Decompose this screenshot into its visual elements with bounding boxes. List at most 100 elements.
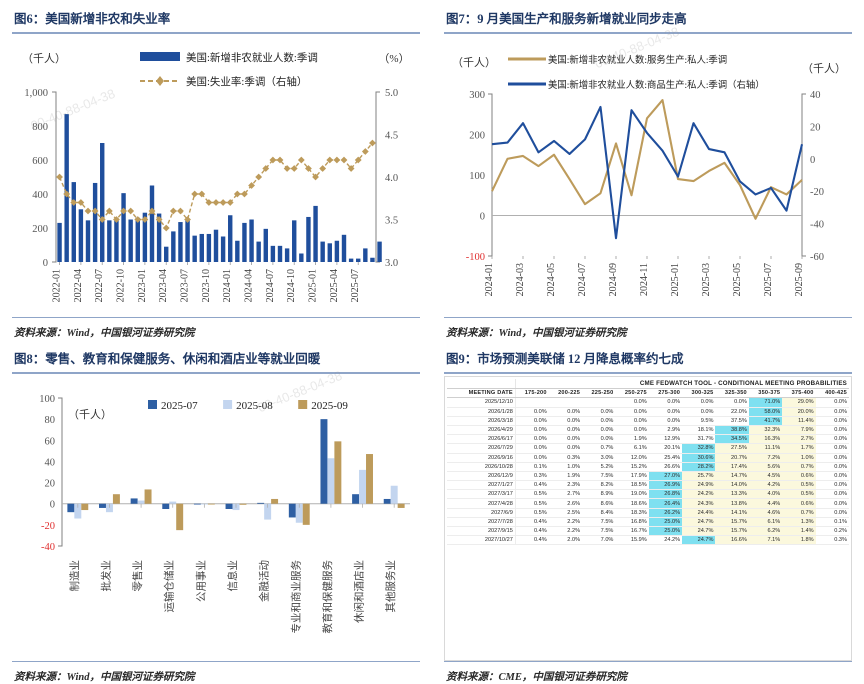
col-header-rate-range: 175-200 <box>515 388 549 399</box>
cell-probability: 1.3% <box>782 517 816 528</box>
col-header-meeting-date: MEETING DATE <box>447 388 516 399</box>
col-header-rate-range: 300-325 <box>682 388 716 399</box>
svg-text:2025-09: 2025-09 <box>311 400 348 412</box>
svg-text:0: 0 <box>50 500 55 511</box>
col-header-rate-range: 325-350 <box>715 388 749 399</box>
svg-text:300: 300 <box>469 90 485 101</box>
cell-probability: 0.1% <box>515 462 549 472</box>
table-row[interactable]: 2026/3/18 0.0% 0.0% 0.0% 0.0% 0.0% 9.5% 37.5% 41… <box>447 416 849 426</box>
cell-probability: 0.0% <box>648 416 683 426</box>
cell-probability: 12.9% <box>648 434 683 445</box>
cell-meeting-date: 2026/9/16 <box>447 453 516 463</box>
svg-text:800: 800 <box>32 122 48 133</box>
cell-probability: 0.0% <box>515 425 549 436</box>
cell-probability: 0.2% <box>815 526 849 537</box>
fedwatch-table-container[interactable]: CME FEDWATCH TOOL - CONDITIONAL MEETING … <box>444 376 852 661</box>
svg-text:2024-11: 2024-11 <box>639 263 650 296</box>
bar <box>128 219 133 262</box>
cell-probability: 26.2% <box>648 508 683 518</box>
bar <box>327 458 335 504</box>
figure-9-title: 图9：市场预测美联储 12 月降息概率约七成 <box>446 352 684 366</box>
figure-9-source: 资料来源：CME，中国银河证券研究院 <box>446 672 627 683</box>
bar <box>257 502 265 504</box>
table-row[interactable]: 2026/6/17 0.0% 0.0% 0.0% 1.9% 12.9% 31.7% 34.5%… <box>447 434 849 445</box>
col-header-rate-range: 225-250 <box>582 388 616 399</box>
svg-text:100: 100 <box>39 394 55 405</box>
table-row[interactable]: 2026/9/16 0.0% 0.3% 3.0% 12.0% 25.4% 30.6% 20.7… <box>447 453 849 463</box>
table-row[interactable]: 2026/4/29 0.0% 0.0% 0.0% 0.0% 2.9% 18.1% 38.8% 3… <box>447 425 849 436</box>
svg-text:4.0: 4.0 <box>385 173 398 184</box>
cell-probability: 2.0% <box>548 535 583 546</box>
svg-text:60: 60 <box>45 436 56 447</box>
bar <box>107 220 112 262</box>
cell-probability: 3.0% <box>582 453 616 463</box>
cell-probability: 20.0% <box>782 407 816 417</box>
bar <box>193 503 201 505</box>
cell-meeting-date: 2026/3/18 <box>447 416 516 426</box>
bar <box>78 209 84 262</box>
cell-probability: 13.3% <box>715 489 749 500</box>
table-row[interactable]: 2027/10/27 0.4% 2.0% 7.0% 15.9% 24.2% 24.7% 16.… <box>447 535 849 546</box>
table-row[interactable]: 2025/12/10 0.0% 0.0% 0.0% 0.0% 71.0% 29.0% 0.0% <box>447 397 849 408</box>
cell-probability: 0.0% <box>515 443 549 454</box>
svg-text:600: 600 <box>32 156 48 167</box>
bar <box>100 143 105 262</box>
bar <box>239 503 247 505</box>
svg-text:2023-01: 2023-01 <box>137 269 148 302</box>
table-row[interactable]: 2027/7/28 0.4% 2.2% 7.5% 16.8% 25.0% 24.7% 15.7… <box>447 517 849 528</box>
bar <box>356 258 361 262</box>
figure-6-title-rule <box>12 32 420 34</box>
col-header-rate-range: 250-275 <box>615 388 649 399</box>
table-row[interactable]: 2027/4/28 0.5% 2.6% 8.6% 18.6% 26.4% 24.3% 13.8… <box>447 498 849 509</box>
svg-text:（千人）: （千人） <box>452 56 496 69</box>
table-row[interactable]: 2027/9/15 0.4% 2.2% 7.5% 16.7% 25.0% 24.7% 15.7… <box>447 526 849 537</box>
svg-text:2024-07: 2024-07 <box>577 263 588 296</box>
series-line <box>491 105 804 240</box>
bar <box>288 503 296 518</box>
fedwatch-table[interactable]: CME FEDWATCH TOOL - CONDITIONAL MEETING … <box>447 379 849 546</box>
figure-9-source-rule <box>444 660 852 662</box>
table-row[interactable]: 2027/6/9 0.5% 2.5% 8.4% 18.3% 26.2% 24.4% 14.1%… <box>447 508 849 518</box>
cell-probability: 0.0% <box>515 453 549 463</box>
cell-meeting-date: 2027/3/17 <box>447 489 516 500</box>
cell-probability: 0.0% <box>815 508 849 518</box>
table-row[interactable]: 2026/10/28 0.1% 1.0% 5.2% 15.2% 26.6% 28.2% 17.… <box>447 462 849 472</box>
cell-probability: 24.9% <box>682 480 716 491</box>
svg-text:2025-01: 2025-01 <box>670 263 681 296</box>
table-body[interactable]: 2025/12/10 0.0% 0.0% 0.0% 0.0% 71.0% 29.0% 0.0%… <box>447 397 849 546</box>
bar <box>64 114 69 262</box>
bar <box>235 240 240 262</box>
svg-text:（千人）: （千人） <box>68 408 112 421</box>
cell-probability: 0.5% <box>515 508 549 518</box>
cell-probability: 18.1% <box>682 425 716 436</box>
bar <box>85 220 91 262</box>
cell-probability: 24.4% <box>682 508 716 518</box>
cell-probability: 2.7% <box>782 434 816 445</box>
cell-probability: 26.6% <box>648 462 683 472</box>
svg-text:-100: -100 <box>466 252 485 263</box>
svg-text:零售业: 零售业 <box>131 560 144 592</box>
cell-probability: 25.0% <box>648 517 683 528</box>
cell-probability: 6.2% <box>748 526 783 537</box>
cell-probability: 8.2% <box>582 480 616 491</box>
table-banner-spacer <box>447 379 516 390</box>
cell-probability: 0.0% <box>815 489 849 500</box>
table-row[interactable]: 2027/1/27 0.4% 2.3% 8.2% 18.5% 26.9% 24.9% 14.0… <box>447 480 849 491</box>
cell-probability: 12.0% <box>615 453 649 463</box>
table-row[interactable]: 2026/1/28 0.0% 0.0% 0.0% 0.0% 0.0% 0.0% 22.0% 58… <box>447 407 849 417</box>
figure-7-title-rule <box>444 32 852 34</box>
table-row[interactable]: 2027/3/17 0.5% 2.7% 8.9% 19.0% 26.8% 24.2% 13.3… <box>447 489 849 500</box>
col-header-rate-range: 350-375 <box>748 388 783 399</box>
cell-probability: 26.9% <box>648 480 683 491</box>
col-header-rate-range: 400-425 <box>815 388 849 399</box>
cell-probability: 0.0% <box>615 416 649 426</box>
table-row[interactable]: 2026/7/29 0.0% 0.0% 0.7% 6.1% 20.1% 32.8% 27.5%… <box>447 443 849 454</box>
cell-probability: 27.0% <box>648 471 683 482</box>
table-row[interactable]: 2026/12/9 0.3% 1.9% 7.5% 17.9% 27.0% 25.7% 14.7… <box>447 471 849 482</box>
svg-text:2024-10: 2024-10 <box>286 269 297 302</box>
cell-meeting-date: 2027/10/27 <box>447 535 516 546</box>
cell-probability: 14.0% <box>715 480 749 491</box>
svg-text:0: 0 <box>810 155 815 166</box>
cell-probability: 0.0% <box>548 425 583 436</box>
svg-text:2022-01: 2022-01 <box>52 269 63 302</box>
